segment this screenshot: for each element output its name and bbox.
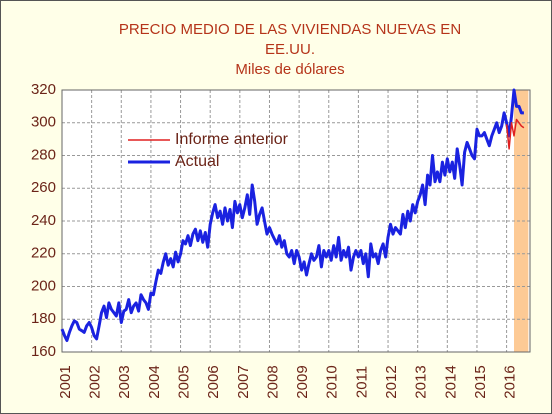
y-tick-label: 200 [31, 277, 56, 294]
chart-title: EE.UU. [265, 41, 315, 58]
line-series [505, 118, 525, 150]
x-tick-label: 2001 [57, 365, 74, 398]
x-tick-label: 2012 [383, 365, 400, 398]
chart-title: PRECIO MEDIO DE LAS VIVIENDAS NUEVAS EN [119, 21, 461, 38]
line-series [60, 88, 524, 342]
y-tick-label: 160 [31, 343, 56, 360]
x-tick-label: 2007 [235, 365, 252, 398]
x-tick-label: 2010 [324, 365, 341, 398]
x-tick-label: 2011 [353, 366, 370, 398]
plot-border [61, 89, 531, 353]
legend-label: Informe anterior [175, 131, 289, 148]
x-tick-label: 2013 [413, 365, 430, 398]
x-tick-label: 2009 [294, 365, 311, 398]
x-tick-label: 2016 [502, 365, 519, 398]
chart-subtitle: Miles de dólares [235, 61, 344, 78]
x-tick-label: 2015 [472, 365, 489, 398]
y-tick-label: 220 [31, 245, 56, 262]
x-tick-label: 2003 [116, 365, 133, 398]
y-tick-label: 260 [31, 179, 56, 196]
y-tick-label: 320 [31, 81, 56, 98]
x-tick-label: 2005 [176, 365, 193, 398]
y-tick-label: 300 [31, 114, 56, 131]
forecast-shade [514, 90, 529, 352]
x-tick-label: 2002 [87, 365, 104, 398]
x-tick-label: 2006 [205, 365, 222, 398]
legend-label: Actual [175, 153, 219, 170]
x-tick-label: 2004 [146, 365, 163, 398]
y-tick-label: 240 [31, 212, 56, 229]
y-tick-label: 280 [31, 146, 56, 163]
x-tick-label: 2008 [264, 365, 281, 398]
x-tick-label: 2014 [442, 365, 459, 398]
y-tick-label: 180 [31, 310, 56, 327]
